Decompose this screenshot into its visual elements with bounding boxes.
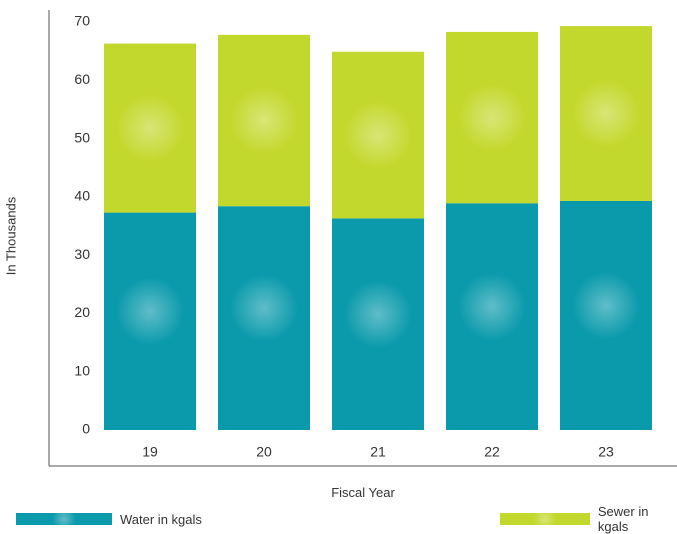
y-tick-label: 40 <box>74 188 90 204</box>
bar-highlight <box>230 86 298 155</box>
bar-highlight <box>458 83 526 152</box>
legend-label-sewer: Sewer in kgals <box>597 504 649 534</box>
legend-swatch-sewer <box>500 513 590 525</box>
x-tick-label: 20 <box>256 444 272 460</box>
bar-highlight <box>344 101 412 170</box>
legend-item-sewer: Sewer in kgals <box>500 504 677 534</box>
legend-label-water: Water in kgals <box>120 511 202 527</box>
y-tick-label: 30 <box>74 246 90 262</box>
y-tick-label: 0 <box>82 421 90 437</box>
x-axis-title: Fiscal Year <box>331 485 395 500</box>
y-tick-label: 50 <box>74 129 90 145</box>
bar-highlight <box>572 271 640 340</box>
bar-highlight <box>116 277 184 346</box>
y-tick-label: 70 <box>74 13 90 29</box>
x-tick-label: 21 <box>370 444 386 460</box>
x-tick-label: 22 <box>484 444 500 460</box>
y-tick-label: 20 <box>74 304 90 320</box>
x-tick-label: 23 <box>598 444 614 460</box>
legend-item-water: Water in kgals <box>16 511 202 527</box>
bar-highlight <box>344 280 412 349</box>
legend-swatch-water <box>16 513 112 525</box>
bar-highlight <box>116 94 184 163</box>
bar-highlight <box>572 79 640 148</box>
x-tick-label: 19 <box>142 444 158 460</box>
bar-highlight <box>230 274 298 343</box>
y-tick-label: 60 <box>74 71 90 87</box>
y-tick-label: 10 <box>74 362 90 378</box>
bar-highlight <box>458 272 526 341</box>
y-axis-title: In Thousands <box>3 196 18 275</box>
